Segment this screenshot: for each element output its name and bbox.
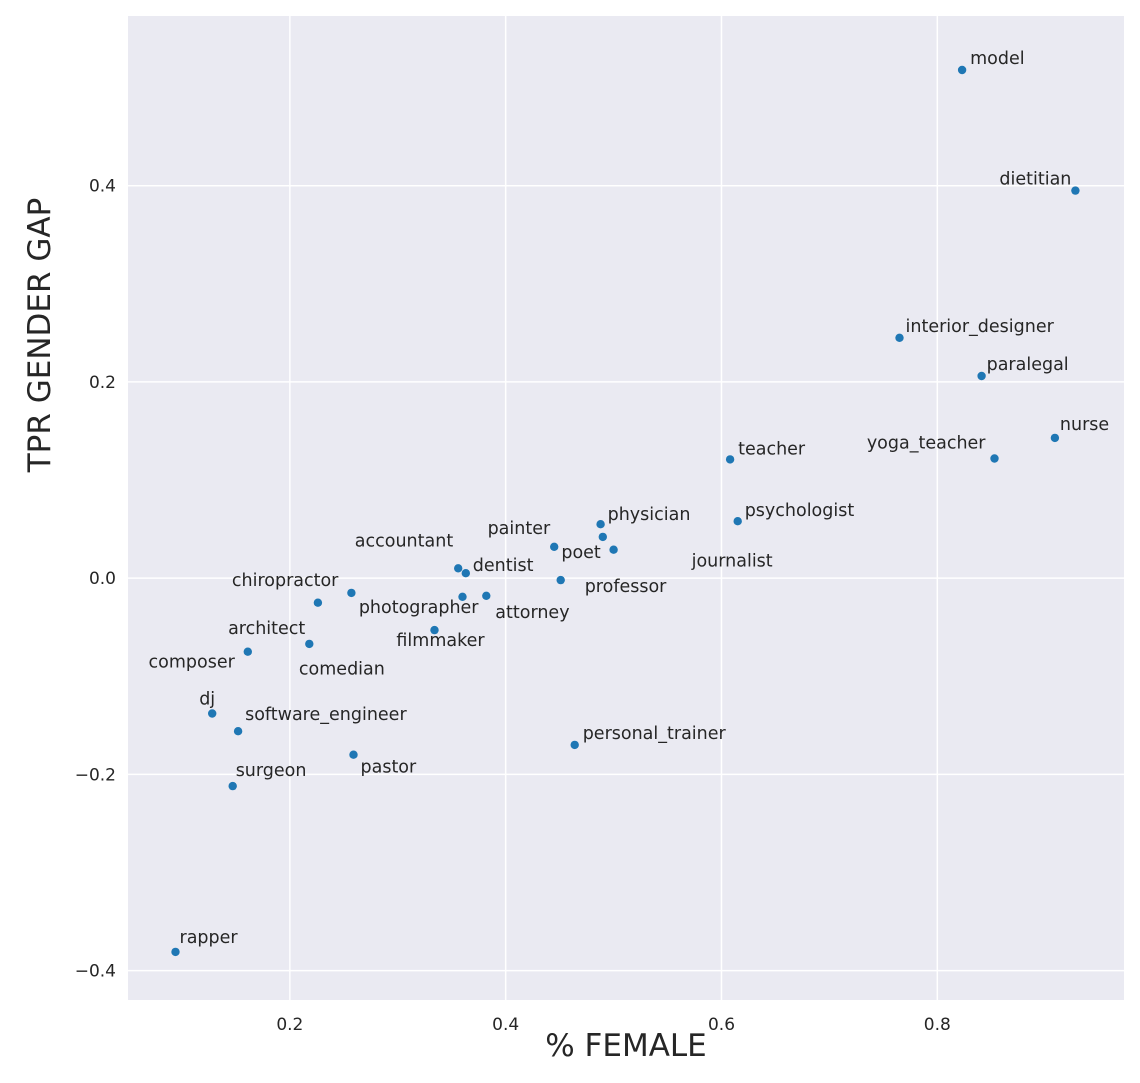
point-label-painter: painter — [488, 519, 551, 539]
point-label-yoga_teacher: yoga_teacher — [867, 434, 986, 454]
point-label-chiropractor: chiropractor — [232, 571, 339, 591]
scatter-point-psychologist — [733, 517, 742, 526]
point-label-teacher: teacher — [738, 439, 806, 459]
point-label-poet: poet — [561, 543, 601, 563]
point-label-comedian: comedian — [299, 660, 385, 680]
point-label-dentist: dentist — [473, 556, 534, 576]
scatter-point-rapper — [171, 947, 180, 957]
point-label-pastor: pastor — [361, 758, 418, 778]
scatter-point-yoga_teacher — [990, 454, 999, 463]
scatter-point-filmmaker — [430, 625, 439, 635]
x-tick-label: 0.2 — [276, 1015, 303, 1035]
point-label-surgeon: surgeon — [236, 761, 307, 781]
point-label-psychologist: psychologist — [745, 501, 855, 521]
point-label-personal_trainer: personal_trainer — [583, 724, 727, 744]
grid-lines — [128, 16, 1124, 1000]
point-label-interior_designer: interior_designer — [906, 317, 1055, 337]
y-axis-label: TPR GENDER GAP — [22, 198, 58, 474]
point-label-filmmaker: filmmaker — [396, 631, 485, 651]
scatter-point-dentist — [461, 569, 470, 578]
point-label-software_engineer: software_engineer — [245, 705, 407, 725]
point-label-dj: dj — [199, 690, 215, 710]
y-tick-label: −0.2 — [75, 765, 116, 785]
point-label-photographer: photographer — [359, 598, 479, 618]
scatter-point-model — [957, 65, 967, 75]
scatter-point-nurse — [1050, 433, 1060, 443]
point-label-physician: physician — [608, 505, 691, 525]
point-label-rapper: rapper — [180, 928, 239, 948]
point-label-composer: composer — [149, 653, 236, 673]
x-tick-label: 0.8 — [924, 1015, 951, 1035]
scatter-point-teacher — [725, 455, 735, 464]
scatter-point-poet — [598, 532, 607, 542]
scatter-point-software_engineer — [233, 727, 243, 736]
scatter-point-composer — [243, 647, 252, 656]
scatter-point-paralegal — [977, 371, 986, 381]
y-tick-label: 0.2 — [89, 373, 116, 393]
scatter-point-photographer — [458, 592, 467, 601]
axis-ticks: 0.2 0.4 0.6 0.8 −0.4 −0.2 0.0 0.2 0.4 — [75, 177, 951, 1035]
point-label-paralegal: paralegal — [987, 355, 1069, 375]
point-label-nurse: nurse — [1060, 415, 1109, 435]
point-label-dietitian: dietitian — [999, 170, 1071, 190]
point-label-model: model — [970, 49, 1025, 69]
y-tick-label: −0.4 — [75, 962, 116, 982]
point-label-architect: architect — [228, 619, 305, 639]
point-label-attorney: attorney — [495, 603, 569, 623]
scatter-point-comedian — [313, 598, 323, 607]
point-labels: model dietitian interior_designer paralegal… — [149, 49, 1110, 948]
plot-area — [128, 16, 1124, 1000]
scatter-point-interior_designer — [895, 333, 904, 342]
scatter-point-dietitian — [1071, 186, 1080, 195]
scatter-point-attorney — [482, 591, 491, 600]
scatter-point-physician — [596, 520, 605, 529]
scatter-point-dj — [208, 709, 217, 718]
x-axis-label: % FEMALE — [545, 1028, 707, 1064]
point-label-professor: professor — [585, 577, 667, 597]
scatter-point-chiropractor — [347, 588, 356, 598]
scatter-point-surgeon — [228, 781, 237, 791]
scatter-point-professor — [556, 575, 565, 585]
y-tick-label: 0.0 — [89, 569, 116, 589]
scatter-point-personal_trainer — [570, 740, 579, 750]
scatter-point-pastor — [349, 750, 358, 759]
scatter-point-architect — [305, 639, 314, 649]
x-tick-label: 0.6 — [708, 1015, 735, 1035]
scatter-point-journalist — [609, 545, 618, 554]
y-tick-label: 0.4 — [89, 177, 116, 197]
scatter-point-painter — [550, 542, 559, 551]
point-label-accountant: accountant — [355, 531, 454, 551]
scatter-points — [171, 65, 1080, 957]
point-label-journalist: journalist — [691, 552, 773, 572]
x-tick-label: 0.4 — [492, 1015, 519, 1035]
scatter-point-accountant — [454, 564, 463, 573]
